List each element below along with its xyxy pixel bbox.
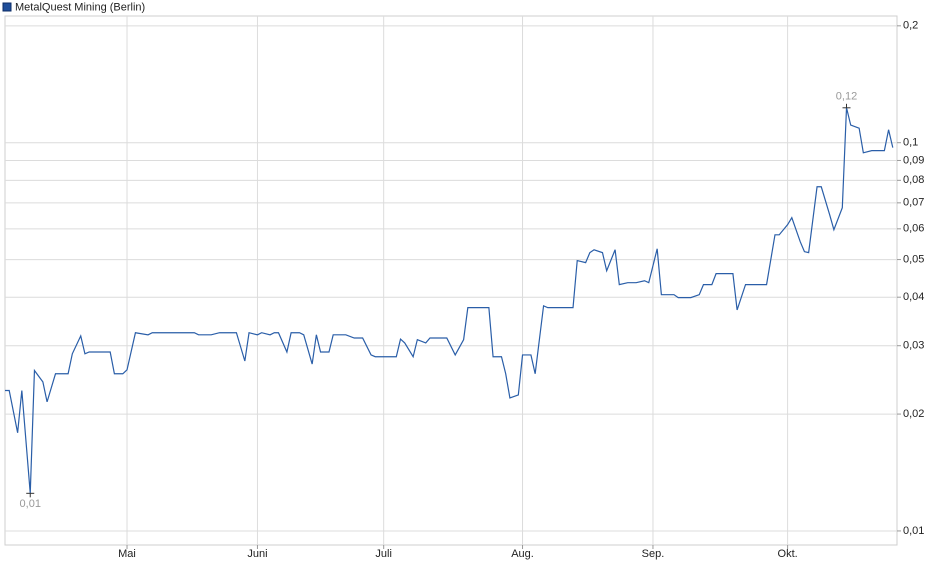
y-tick-label: 0,05 bbox=[903, 253, 924, 265]
y-tick-label: 0,08 bbox=[903, 174, 924, 186]
x-tick-label: Aug. bbox=[511, 548, 534, 560]
x-tick-label: Mai bbox=[118, 548, 136, 560]
y-tick-label: 0,04 bbox=[903, 291, 924, 303]
x-tick-label: Okt. bbox=[778, 548, 798, 560]
y-tick-label: 0,07 bbox=[903, 197, 924, 209]
y-tick-label: 0,03 bbox=[903, 340, 924, 352]
price-line bbox=[5, 107, 894, 494]
y-tick-label: 0,02 bbox=[903, 408, 924, 420]
y-tick-label: 0,01 bbox=[903, 525, 924, 537]
x-tick-label: Juni bbox=[247, 548, 267, 560]
plot-frame bbox=[4, 15, 898, 546]
x-tick-label: Sep. bbox=[642, 548, 665, 560]
low-label: 0,01 bbox=[20, 498, 41, 510]
y-tick-label: 0,09 bbox=[903, 154, 924, 166]
y-tick-label: 0,06 bbox=[903, 223, 924, 235]
high-label: 0,12 bbox=[836, 91, 857, 103]
x-tick-label: Juli bbox=[375, 548, 392, 560]
y-tick-label: 0,1 bbox=[903, 137, 918, 149]
y-tick-label: 0,2 bbox=[903, 20, 918, 32]
legend-swatch bbox=[2, 2, 12, 12]
legend-label: MetalQuest Mining (Berlin) bbox=[15, 1, 145, 13]
